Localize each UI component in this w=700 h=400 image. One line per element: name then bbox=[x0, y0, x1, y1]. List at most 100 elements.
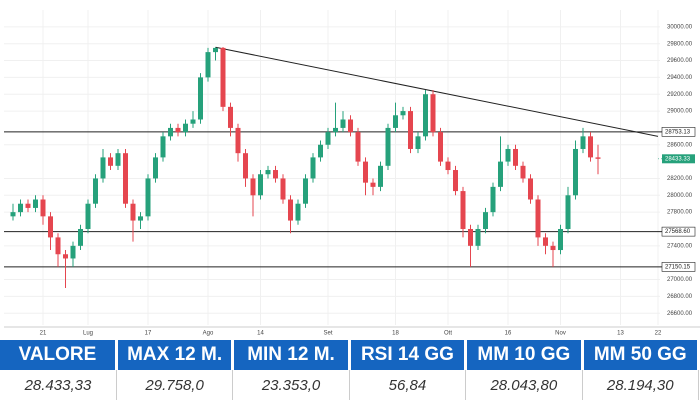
candle-body bbox=[355, 132, 361, 162]
candle-body bbox=[573, 148, 578, 196]
candle-body bbox=[580, 136, 586, 149]
candle-body bbox=[63, 254, 68, 259]
x-tick-label: Ago bbox=[203, 331, 214, 337]
level-label-box bbox=[661, 226, 696, 237]
candle-body bbox=[370, 182, 376, 187]
candle-body bbox=[453, 170, 458, 192]
candle-body bbox=[183, 123, 188, 133]
value-cell: 23.353,0 bbox=[232, 370, 350, 400]
candle-body bbox=[198, 77, 203, 120]
candle-body bbox=[228, 106, 233, 128]
x-tick-label: 18 bbox=[392, 331, 399, 337]
header-cell: VALORE bbox=[0, 340, 118, 370]
y-tick-label: 29000.00 bbox=[667, 109, 693, 115]
candle-body bbox=[490, 186, 496, 213]
candle-body bbox=[288, 199, 293, 221]
y-tick-label: 30000.00 bbox=[667, 24, 693, 30]
last-price-box bbox=[662, 154, 695, 164]
candle-body bbox=[483, 212, 488, 229]
y-tick-label: 27800.00 bbox=[667, 210, 693, 216]
candle-body bbox=[145, 178, 151, 217]
candle-body bbox=[295, 203, 301, 221]
candle-body bbox=[505, 148, 511, 162]
value-cell: 56,84 bbox=[349, 370, 467, 400]
candle-body bbox=[273, 170, 278, 179]
candle-body bbox=[543, 237, 548, 246]
candle-body bbox=[258, 174, 263, 196]
candle-body bbox=[115, 153, 121, 166]
candle-body bbox=[235, 127, 241, 154]
candle-body bbox=[153, 157, 158, 179]
x-tick-label: Ott bbox=[444, 331, 452, 337]
candle-body bbox=[303, 178, 308, 204]
x-tick-label: 14 bbox=[257, 331, 264, 337]
level-label: 28753.13 bbox=[665, 129, 691, 135]
y-tick-label: 28600.00 bbox=[667, 142, 693, 148]
candle-body bbox=[265, 170, 271, 175]
candle-body bbox=[93, 178, 98, 204]
y-tick-label: 26800.00 bbox=[667, 294, 693, 300]
candle-body bbox=[108, 157, 113, 166]
candle-body bbox=[340, 119, 346, 128]
candle-body bbox=[220, 47, 226, 107]
level-label-box bbox=[661, 127, 696, 137]
candle-body bbox=[123, 153, 128, 204]
candle-body bbox=[565, 195, 571, 229]
candle-body bbox=[70, 245, 76, 259]
candle-body bbox=[318, 144, 323, 158]
level-label-box bbox=[661, 262, 696, 272]
candle-body bbox=[160, 136, 166, 158]
trendline bbox=[215, 46, 659, 137]
y-tick-label: 29400.00 bbox=[667, 75, 693, 81]
candle-body bbox=[205, 52, 211, 78]
x-tick-label: 13 bbox=[617, 331, 624, 337]
candle-body bbox=[10, 212, 16, 217]
y-tick-label: 29600.00 bbox=[667, 58, 693, 64]
stats-table: VALORE MAX 12 M. MIN 12 M. RSI 14 GG MM 10 G… bbox=[0, 340, 700, 400]
header-cell: RSI 14 GG bbox=[349, 340, 468, 370]
last-price-label: 28433.33 bbox=[665, 156, 691, 162]
candle-body bbox=[18, 203, 23, 213]
candle-body bbox=[243, 153, 248, 179]
candle-body bbox=[408, 111, 413, 149]
y-tick-label: 28200.00 bbox=[667, 176, 693, 182]
candle-body bbox=[393, 115, 398, 128]
level-label: 27150.15 bbox=[665, 264, 691, 270]
candle-body bbox=[498, 161, 503, 187]
candle-body bbox=[423, 94, 428, 137]
candle-body bbox=[250, 178, 256, 196]
candle-body bbox=[378, 165, 383, 187]
candle-body bbox=[40, 199, 46, 217]
y-tick-label: 26600.00 bbox=[667, 311, 693, 317]
candle-body bbox=[550, 245, 556, 251]
header-cell: MAX 12 M. bbox=[116, 340, 235, 370]
header-cell: MM 50 GG bbox=[582, 340, 700, 370]
y-tick-label: 27000.00 bbox=[667, 277, 693, 283]
header-cell: MIN 12 M. bbox=[232, 340, 351, 370]
candle-body bbox=[25, 203, 31, 208]
candle-body bbox=[55, 237, 61, 255]
candle-body bbox=[168, 127, 173, 137]
x-tick-label: 17 bbox=[145, 331, 152, 337]
x-tick-label: Set bbox=[323, 331, 332, 337]
candle-body bbox=[348, 119, 353, 133]
y-tick-label: 29800.00 bbox=[667, 41, 693, 47]
candle-body bbox=[475, 228, 481, 246]
x-tick-label: 16 bbox=[505, 331, 512, 337]
candle-body bbox=[520, 165, 526, 179]
header-cell: MM 10 GG bbox=[465, 340, 584, 370]
candle-body bbox=[595, 157, 601, 159]
y-tick-label: 27400.00 bbox=[667, 243, 693, 249]
candle-body bbox=[280, 178, 286, 200]
candle-body bbox=[310, 157, 316, 179]
header-row: VALORE MAX 12 M. MIN 12 M. RSI 14 GG MM 10 G… bbox=[0, 340, 700, 370]
candle-body bbox=[363, 161, 368, 183]
candle-body bbox=[213, 47, 218, 53]
x-tick-label: Nov bbox=[555, 331, 566, 337]
x-tick-label: 22 bbox=[655, 331, 662, 337]
x-tick-label: Lug bbox=[83, 331, 93, 337]
candle-body bbox=[535, 199, 541, 238]
candle-body bbox=[138, 216, 143, 221]
candle-body bbox=[100, 157, 106, 179]
